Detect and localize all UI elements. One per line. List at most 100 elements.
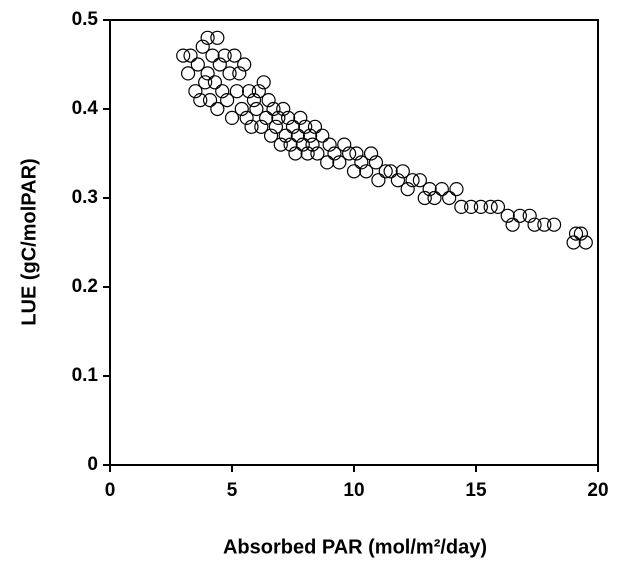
point [464,199,479,214]
point [302,128,318,143]
point [442,190,457,206]
point [537,217,552,232]
point [359,164,374,179]
point [188,84,203,99]
point [283,137,298,152]
point [363,146,379,161]
point [405,173,420,188]
point [227,48,242,63]
point [263,128,279,143]
point [320,155,335,170]
point [232,66,247,81]
point [239,110,254,126]
point [500,208,515,223]
x-tick-label: 5 [227,480,238,501]
point [205,48,220,63]
point [573,226,589,241]
point [368,155,384,170]
point [202,92,218,108]
point [427,190,442,206]
point [268,119,284,134]
point [234,101,249,117]
x-tick-label: 15 [465,480,487,501]
point [212,57,227,72]
point [217,48,232,63]
point [190,57,205,72]
point [293,110,308,126]
point [271,110,286,126]
y-tick-label: 0.3 [72,187,98,208]
point [354,155,369,170]
point [200,30,215,45]
y-tick-label: 0.2 [72,276,98,297]
point [522,208,537,223]
point [298,119,313,134]
point [200,66,215,81]
point [417,190,432,206]
point [198,75,213,90]
point [473,199,488,214]
point [281,110,296,126]
point [244,119,259,134]
point [251,84,266,99]
point [261,92,276,108]
point [237,57,252,72]
point [207,75,223,90]
point [180,66,196,81]
point [371,173,386,188]
point [310,146,325,161]
point [434,182,449,197]
point [349,146,364,161]
point [183,48,198,63]
point [566,235,581,250]
y-tick-label: 0 [87,454,98,475]
point [241,84,257,99]
point [315,128,330,143]
point [295,137,310,152]
point [412,173,427,188]
point [305,137,320,152]
x-tick-label: 20 [587,480,608,501]
y-axis-title: LUE (gC/molPAR) [18,158,40,325]
point [332,155,347,170]
point [229,84,244,99]
x-axis-title: Absorbed PAR (mol/m²/day) [223,536,487,558]
point [454,199,469,214]
point [342,146,357,161]
y-tick-label: 0.4 [72,98,99,119]
point [578,235,593,250]
point [337,137,352,152]
point [346,164,362,179]
point [249,101,264,117]
point [288,146,303,161]
point [222,66,237,81]
point [210,101,225,117]
point [285,119,301,134]
point [449,182,464,197]
point [195,39,210,54]
point [193,92,208,108]
point [546,217,562,232]
y-tick-label: 0.1 [72,365,99,386]
point [512,208,528,223]
point [256,75,271,90]
point [210,30,225,45]
point [422,182,437,197]
point [322,137,337,152]
point [390,173,406,188]
point [327,146,342,161]
point [276,101,291,117]
point [266,101,281,117]
point [505,217,520,232]
point [290,128,305,143]
point [254,119,269,134]
point [278,128,293,143]
x-tick-label: 0 [105,480,116,501]
plot-frame [109,19,599,466]
x-tick-label: 10 [343,480,364,501]
point [483,199,498,214]
y-tick-label: 0.5 [72,9,99,30]
point [490,199,506,214]
point [400,182,415,197]
